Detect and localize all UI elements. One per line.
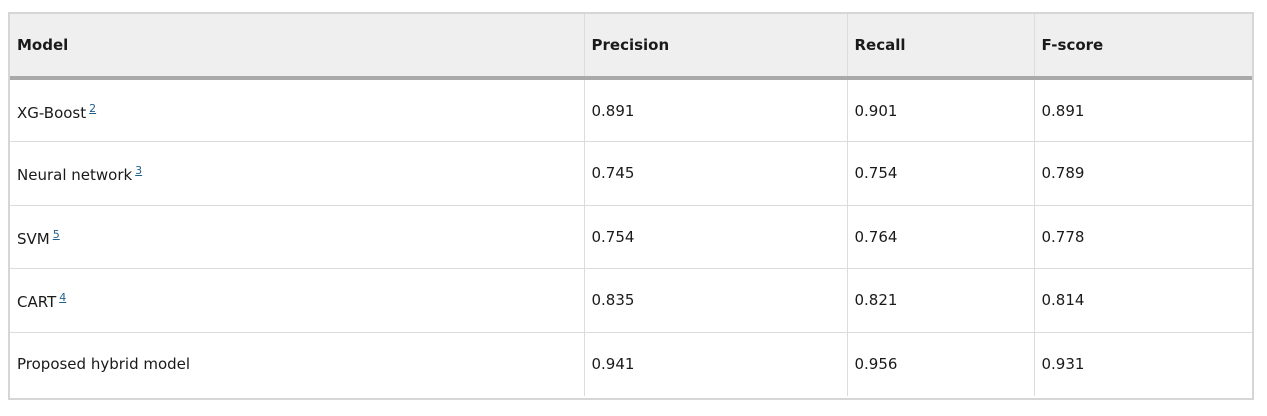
model-cell: SVM 5 (10, 205, 585, 269)
table-row: Neural network 3 0.745 0.754 0.789 (10, 141, 1252, 205)
table-row: Proposed hybrid model 0.941 0.956 0.931 (10, 332, 1252, 396)
recall-cell: 0.764 (847, 205, 1035, 269)
reference-link[interactable]: 5 (52, 227, 60, 241)
recall-cell: 0.821 (847, 268, 1035, 332)
table-row: XG-Boost 2 0.891 0.901 0.891 (10, 78, 1252, 142)
table-body: XG-Boost 2 0.891 0.901 0.891 Neural netwo… (10, 78, 1252, 396)
precision-cell: 0.941 (584, 332, 848, 396)
table-header: Model Precision Recall F-score (10, 14, 1252, 78)
header-recall: Recall (847, 14, 1035, 78)
fscore-cell: 0.891 (1041, 101, 1085, 120)
model-name: SVM (17, 229, 50, 248)
table-row: CART 4 0.835 0.821 0.814 (10, 268, 1252, 332)
header-row: Model Precision Recall F-score (10, 14, 1252, 78)
header-fscore: F-score (1041, 36, 1104, 54)
model-name: CART (17, 293, 57, 312)
precision-cell: 0.835 (584, 268, 848, 332)
reference-link[interactable]: 3 (135, 164, 143, 178)
fscore-cell: 0.778 (1041, 227, 1085, 246)
recall-cell: 0.754 (847, 141, 1035, 205)
table-row: SVM 5 0.754 0.764 0.778 (10, 205, 1252, 269)
fscore-cell: 0.931 (1041, 355, 1085, 373)
header-precision: Precision (584, 14, 848, 78)
model-cell: Proposed hybrid model (10, 332, 585, 396)
model-name: XG-Boost (17, 103, 87, 122)
reference-link[interactable]: 4 (59, 291, 67, 305)
recall-cell: 0.901 (847, 78, 1035, 142)
precision-cell: 0.745 (584, 141, 848, 205)
model-name: Neural network (17, 166, 133, 185)
model-cell: Neural network 3 (10, 141, 585, 205)
model-cell: CART 4 (10, 268, 585, 332)
precision-cell: 0.891 (584, 78, 848, 142)
reference-link[interactable]: 2 (89, 101, 97, 115)
fscore-cell: 0.814 (1041, 291, 1085, 310)
results-table: Model Precision Recall F-score XG-Boost 2… (10, 14, 1252, 396)
fscore-cell: 0.789 (1041, 164, 1085, 183)
header-model: Model (10, 14, 585, 78)
results-table-container: Model Precision Recall F-score XG-Boost 2… (8, 12, 1254, 400)
precision-cell: 0.754 (584, 205, 848, 269)
recall-cell: 0.956 (847, 332, 1035, 396)
model-name: Proposed hybrid model (17, 355, 191, 373)
model-cell: XG-Boost 2 (10, 78, 585, 142)
